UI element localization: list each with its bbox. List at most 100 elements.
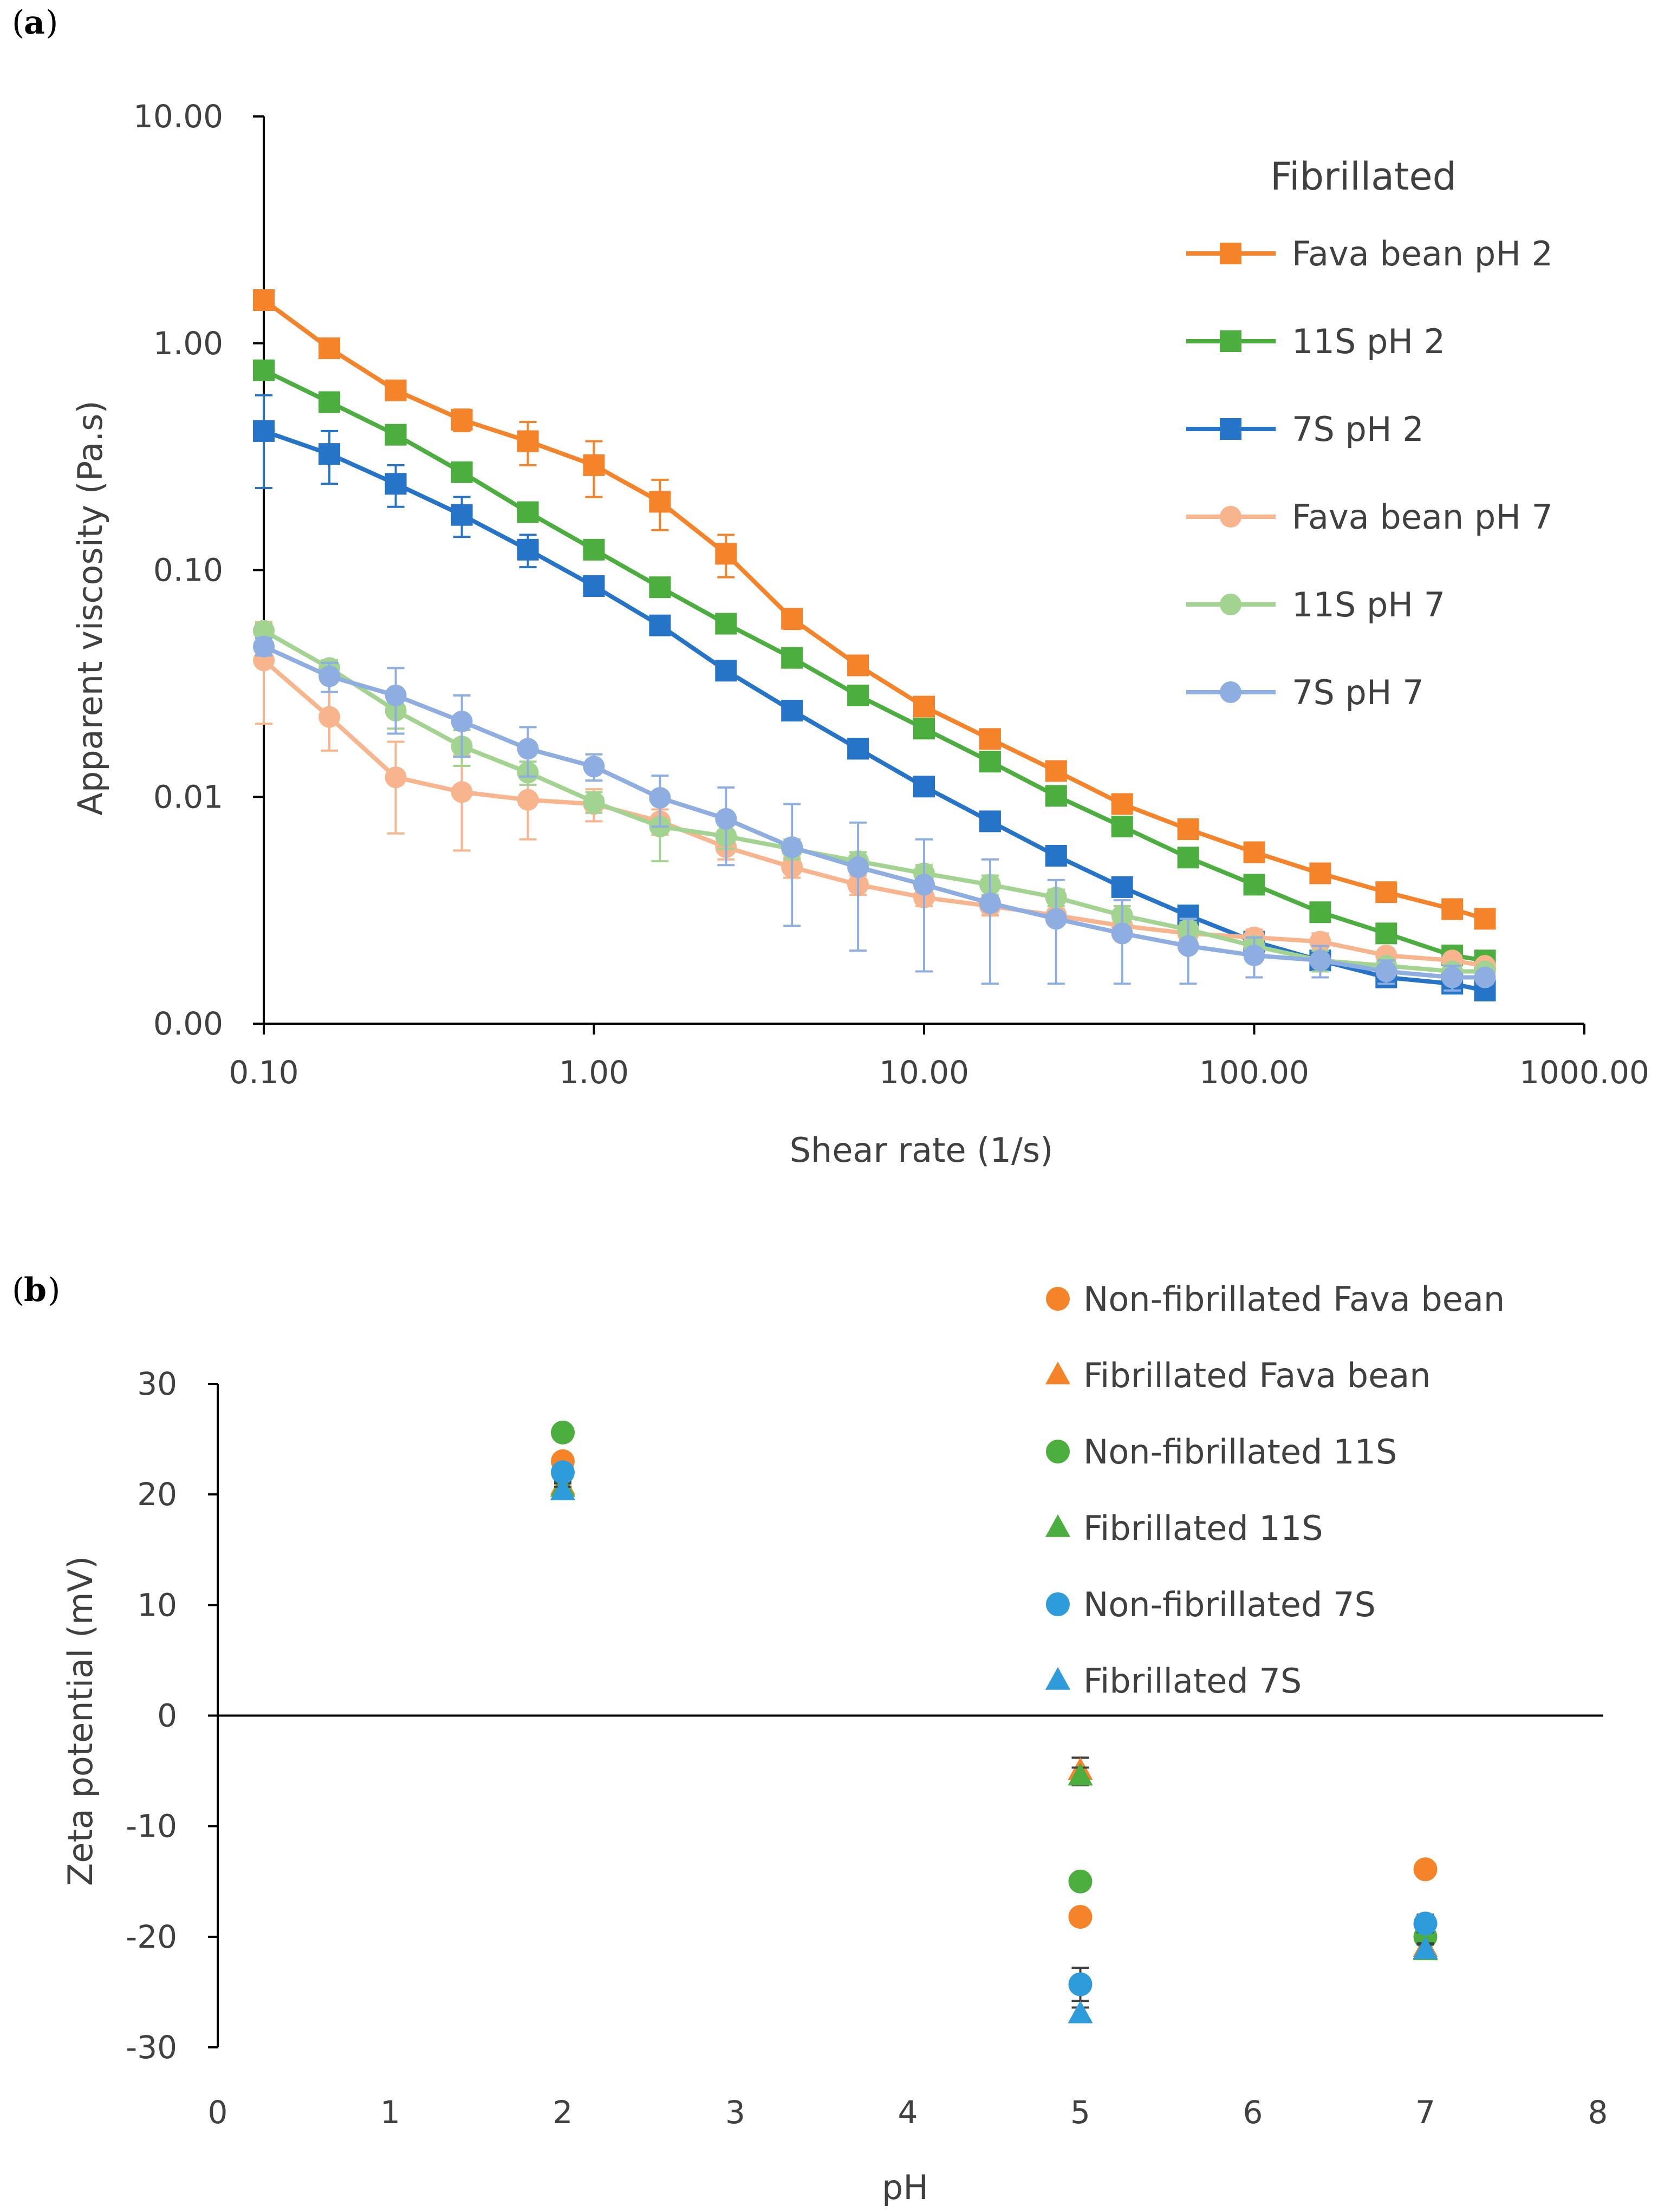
legend-label: Fava bean pH 7 — [1292, 497, 1553, 537]
chart-b-zeta-potential: -30 -20 -10 0 10 20 30 0 1 2 3 4 5 6 7 8 pH Zeta potentia… — [61, 1279, 1608, 2207]
data-point — [1068, 1972, 1093, 1996]
chart-a-viscosity: 0.00 0.01 0.10 1.00 10.00 0.10 1.00 10.00 100.00… — [70, 98, 1649, 1170]
data-point — [253, 620, 275, 642]
legend: Non-fibrillated Fava bean Fibrillated Fav… — [1045, 1279, 1505, 1701]
data-point — [781, 836, 803, 858]
data-point — [318, 665, 341, 687]
legend-marker — [1045, 1361, 1071, 1384]
data-point — [913, 776, 935, 798]
x-tick-label: 1.00 — [559, 1054, 629, 1091]
data-point — [913, 718, 935, 740]
data-point — [1111, 922, 1133, 945]
series-line — [263, 368, 1486, 963]
legend-marker — [1220, 418, 1241, 440]
data-point — [1474, 908, 1496, 930]
data-point — [1375, 960, 1397, 983]
data-point — [385, 766, 407, 789]
x-axis-title: Shear rate (1/s) — [790, 1130, 1054, 1170]
data-point — [979, 728, 1001, 750]
data-point — [1068, 1869, 1093, 1894]
data-point — [517, 738, 539, 760]
data-point — [1243, 944, 1265, 966]
legend-entry-7s-ph-2: 7S pH 2 — [1186, 409, 1424, 449]
data-point — [1177, 847, 1199, 869]
y-tick-label: 0.10 — [153, 552, 223, 589]
data-point — [1474, 966, 1496, 988]
data-point — [253, 359, 275, 381]
data-point — [1375, 922, 1397, 945]
svg-text:(: ( — [12, 4, 24, 42]
data-point — [979, 810, 1001, 832]
data-point — [913, 874, 935, 896]
data-point — [1045, 785, 1067, 807]
data-point — [1309, 862, 1331, 884]
panel-a-letter: a — [24, 4, 45, 42]
data-point — [847, 685, 869, 707]
y-tick-label: 0.00 — [153, 1005, 223, 1042]
legend-marker — [1046, 1440, 1070, 1463]
data-point — [1111, 793, 1133, 815]
x-tick-label: 5 — [1070, 2094, 1090, 2131]
data-point — [979, 751, 1001, 773]
series-7s-ph-7 — [253, 635, 1496, 992]
data-point — [1068, 1905, 1093, 1929]
legend-label: Non-fibrillated 11S — [1083, 1432, 1397, 1472]
y-tick-label: 0.01 — [153, 778, 223, 815]
x-tick-label: 4 — [898, 2094, 918, 2131]
data-point — [1309, 901, 1331, 923]
data-point — [1177, 935, 1199, 957]
x-tick-label: 8 — [1588, 2094, 1608, 2131]
x-axis-title: pH — [882, 2168, 928, 2207]
data-point — [551, 1420, 575, 1445]
data-point — [451, 711, 473, 733]
legend-label: 7S pH 2 — [1292, 409, 1424, 449]
data-point — [451, 781, 473, 803]
legend-marker — [1045, 1667, 1071, 1690]
data-point — [1243, 841, 1265, 863]
x-tick-label: 2 — [553, 2094, 573, 2131]
data-point — [385, 473, 407, 495]
data-point — [318, 337, 341, 360]
data-point — [451, 461, 473, 483]
data-point — [1413, 1857, 1438, 1882]
legend-marker — [1220, 243, 1241, 264]
svg-text:(: ( — [12, 1271, 24, 1309]
x-tick-label: 3 — [725, 2094, 745, 2131]
data-point — [253, 289, 275, 311]
data-point — [451, 408, 473, 431]
series-fibrillated-7s — [550, 1477, 1438, 2024]
series-line — [262, 659, 1486, 968]
y-tick-label: 1.00 — [153, 325, 223, 362]
data-point — [913, 695, 935, 718]
data-point — [517, 430, 539, 452]
data-point — [318, 706, 341, 728]
data-point — [583, 791, 605, 813]
legend-label: Fava bean pH 2 — [1292, 234, 1553, 274]
data-point — [385, 379, 407, 401]
legend-entry-fava-bean-ph-2: Fava bean pH 2 — [1186, 234, 1553, 274]
data-point — [1111, 816, 1133, 838]
data-point — [1375, 881, 1397, 903]
legend-entry-non-fibrillated-11s: Non-fibrillated 11S — [1046, 1432, 1397, 1472]
data-point — [649, 787, 671, 809]
series-non-fibrillated-11s — [551, 1420, 1438, 1949]
legend-entry-fava-bean-ph-7: Fava bean pH 7 — [1186, 497, 1553, 537]
legend-entry-non-fibrillated-7s: Non-fibrillated 7S — [1046, 1585, 1376, 1624]
legend-entry-fibrillated-11s: Fibrillated 11S — [1045, 1508, 1323, 1548]
legend-label: 7S pH 7 — [1292, 673, 1424, 712]
legend-label: Fibrillated 7S — [1083, 1661, 1302, 1701]
y-tick-label: 10.00 — [133, 98, 223, 135]
data-point — [979, 892, 1001, 914]
legend-entry-non-fibrillated-fava-bean: Non-fibrillated Fava bean — [1046, 1279, 1505, 1319]
legend-label: 11S pH 2 — [1292, 322, 1445, 361]
series-11s-ph-2 — [253, 359, 1496, 972]
x-tick-label: 6 — [1243, 2094, 1263, 2131]
legend-title: Fibrillated — [1270, 154, 1457, 199]
data-point — [1309, 949, 1331, 972]
legend-marker — [1220, 594, 1241, 615]
legend-label: Fibrillated Fava bean — [1083, 1356, 1431, 1395]
data-point — [1441, 966, 1464, 988]
data-point — [1045, 844, 1067, 867]
svg-text:): ) — [45, 4, 58, 42]
y-axis-title: Apparent viscosity (Pa.s) — [70, 400, 110, 815]
